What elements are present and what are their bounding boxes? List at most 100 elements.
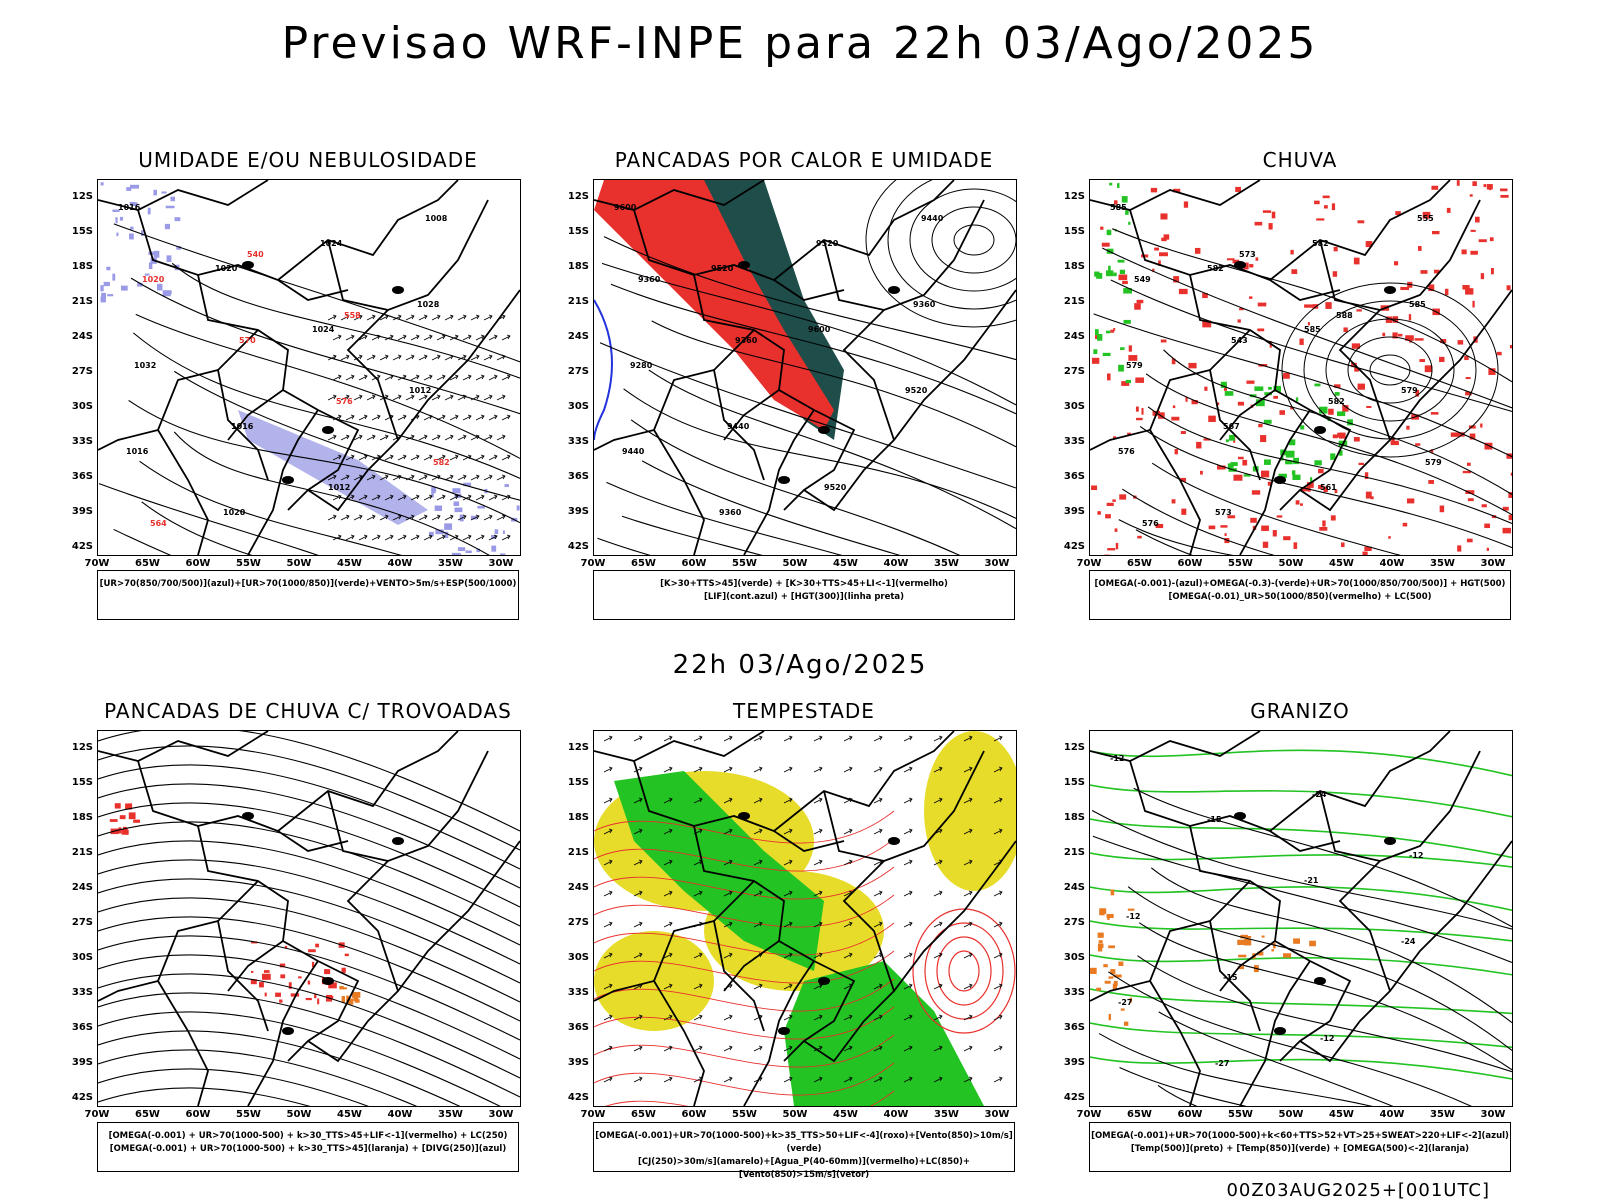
latitude-label: 36S	[559, 1022, 589, 1033]
wind-arrow	[328, 435, 336, 440]
wind-arrow	[424, 415, 432, 420]
contour-line	[1134, 788, 1512, 927]
rain-shade	[1406, 426, 1409, 430]
wind-arrow	[333, 335, 341, 340]
rain-shade	[1470, 194, 1473, 196]
storm-shade	[317, 998, 319, 1004]
wind-arrow	[372, 535, 380, 540]
rain-shade	[1106, 331, 1110, 334]
wind-arrow	[844, 767, 852, 772]
wind-arrow	[398, 335, 406, 340]
legend-line: [UR>70(850/700/500)](azul)+[UR>70(1000/8…	[98, 578, 518, 591]
humidity-shade	[500, 553, 505, 555]
humidity-shade	[130, 185, 139, 189]
temp850-contour	[1090, 989, 1512, 1013]
longitude-label: 50W	[1271, 558, 1311, 569]
contour-line	[1092, 810, 1512, 929]
latitude-label: 12S	[1055, 742, 1085, 753]
storm-shade	[264, 970, 270, 973]
lake-shape	[242, 812, 254, 820]
latitude-label: 21S	[559, 847, 589, 858]
contour-label: 9440	[727, 422, 750, 431]
rain-shade	[1487, 548, 1489, 551]
longitude-label: 60W	[674, 558, 714, 569]
rain-shade	[1263, 542, 1268, 548]
wind-arrow	[346, 335, 354, 340]
temp850-contour	[1090, 853, 1512, 867]
latitude-label: 30S	[63, 401, 93, 412]
lake-shape	[738, 812, 750, 820]
longitude-label: 55W	[725, 1109, 765, 1120]
border-line	[308, 841, 520, 1061]
rain-shade	[1388, 536, 1391, 538]
rain-shade	[1097, 511, 1101, 515]
rain-shade	[1510, 345, 1512, 348]
rain-shade	[1334, 247, 1338, 251]
latitude-label: 12S	[1055, 191, 1085, 202]
contour-label: -24	[1312, 790, 1327, 799]
contour-label: 540	[247, 250, 264, 259]
wind-arrow	[398, 535, 406, 540]
longitude-label: 55W	[1221, 1109, 1261, 1120]
wind-arrow	[489, 495, 497, 500]
rain-shade	[1093, 349, 1097, 354]
rain-shade	[1204, 387, 1207, 391]
omega-shade	[1107, 914, 1114, 918]
border-line	[1340, 861, 1390, 991]
border-line	[158, 981, 208, 1106]
rain-shade	[1229, 435, 1235, 441]
rain-shade	[1409, 314, 1411, 320]
rain-shade	[1249, 264, 1253, 267]
rain-shade	[1136, 407, 1139, 412]
latitude-label: 36S	[63, 1022, 93, 1033]
rain-shade	[1366, 406, 1371, 408]
rain-shade	[1225, 533, 1227, 536]
temp850-contour	[1090, 1023, 1512, 1047]
humidity-shade	[126, 187, 131, 191]
rain-shade	[1371, 496, 1374, 499]
humidity-shade	[166, 206, 175, 209]
panel-title: PANCADAS DE CHUVA C/ TROVOADAS	[77, 699, 539, 723]
rain-shade	[1154, 248, 1159, 251]
storm-shade	[308, 949, 316, 952]
contour-line	[142, 502, 520, 555]
wind-arrow	[380, 355, 388, 360]
rain-shade	[1500, 188, 1507, 191]
rain-shade	[1113, 328, 1115, 331]
wind-arrow	[445, 515, 453, 520]
rain-shade	[1263, 210, 1271, 213]
longitude-label: 45W	[826, 1109, 866, 1120]
rain-shade	[1479, 239, 1487, 242]
rain-shade	[1116, 543, 1118, 549]
latitude-label: 39S	[1055, 506, 1085, 517]
contour-label: 579	[1425, 458, 1442, 467]
rain-shade	[1120, 347, 1124, 350]
longitude-label: 60W	[1170, 1109, 1210, 1120]
lake-shape	[818, 426, 830, 434]
wind-arrow	[359, 415, 367, 420]
rain-shade	[1335, 392, 1340, 396]
wind-arrow	[484, 395, 492, 400]
rain-shade	[1491, 268, 1494, 274]
jet-shade	[924, 731, 1016, 891]
contour-label: 579	[1401, 386, 1418, 395]
longitude-label: 65W	[1120, 558, 1160, 569]
border-line	[138, 210, 348, 300]
wind-arrow	[406, 395, 414, 400]
lake-shape	[778, 1027, 790, 1035]
streamline	[98, 841, 520, 945]
wind-arrow	[904, 891, 912, 896]
wind-arrow	[341, 435, 349, 440]
longitude-label: 45W	[330, 558, 370, 569]
latitude-label: 27S	[1055, 366, 1085, 377]
rain-shade	[1511, 473, 1512, 476]
streamline	[98, 993, 520, 1097]
omega-shade	[1124, 1022, 1128, 1026]
rain-shade	[1296, 397, 1298, 401]
wind-arrow	[754, 1046, 762, 1051]
rain-shade	[1249, 296, 1252, 298]
rain-shade	[1451, 432, 1459, 436]
contour-label: 585	[1304, 325, 1321, 334]
rain-shade	[1250, 518, 1257, 523]
wind-arrow	[934, 953, 942, 958]
